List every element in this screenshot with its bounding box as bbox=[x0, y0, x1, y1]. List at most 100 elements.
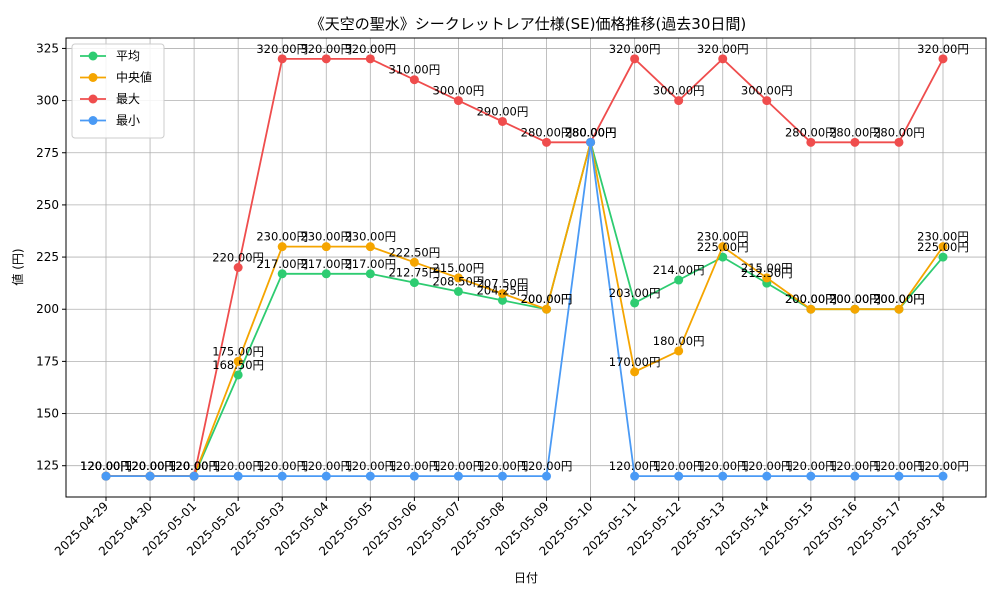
data-label: 120.00円 bbox=[653, 459, 705, 473]
data-label: 120.00円 bbox=[124, 459, 176, 473]
data-label: 220.00円 bbox=[212, 251, 264, 265]
data-label: 120.00円 bbox=[80, 459, 132, 473]
data-point bbox=[586, 137, 596, 147]
y-tick-label: 175 bbox=[36, 354, 59, 368]
y-tick-label: 150 bbox=[36, 407, 59, 421]
data-label: 120.00円 bbox=[873, 459, 925, 473]
data-point bbox=[145, 471, 155, 481]
data-point bbox=[674, 346, 684, 356]
data-point bbox=[497, 471, 507, 481]
series-line-2 bbox=[106, 57, 944, 478]
data-point bbox=[277, 269, 287, 279]
data-point bbox=[497, 295, 507, 305]
legend-entry: 中央値 bbox=[116, 70, 152, 85]
data-label: 320.00円 bbox=[256, 42, 308, 56]
series-group bbox=[101, 54, 948, 481]
data-label: 120.00円 bbox=[477, 459, 529, 473]
data-point bbox=[806, 137, 816, 147]
data-label: 120.00円 bbox=[388, 459, 440, 473]
data-point bbox=[630, 367, 640, 377]
data-point bbox=[497, 289, 507, 299]
data-label: 280.00円 bbox=[785, 125, 837, 139]
data-label: 175.00円 bbox=[212, 344, 264, 358]
data-label: 120.00円 bbox=[829, 459, 881, 473]
data-label: 200.00円 bbox=[829, 292, 881, 306]
data-point bbox=[718, 471, 728, 481]
data-label: 230.00円 bbox=[344, 230, 396, 244]
data-point bbox=[101, 471, 111, 481]
data-point bbox=[938, 54, 948, 64]
data-label: 120.00円 bbox=[300, 459, 352, 473]
data-label: 280.00円 bbox=[565, 125, 617, 139]
data-label: 120.00円 bbox=[521, 459, 573, 473]
data-label: 204.25円 bbox=[477, 283, 529, 297]
legend-marker bbox=[88, 51, 98, 61]
data-label: 200.00円 bbox=[829, 292, 881, 306]
data-label: 120.00円 bbox=[124, 459, 176, 473]
data-label: 215.00円 bbox=[433, 261, 485, 275]
data-label: 320.00円 bbox=[300, 42, 352, 56]
data-point bbox=[806, 304, 816, 314]
data-label: 208.50円 bbox=[433, 274, 485, 288]
data-label: 310.00円 bbox=[388, 63, 440, 77]
data-point bbox=[233, 263, 243, 272]
data-label: 120.00円 bbox=[256, 459, 308, 473]
data-point bbox=[938, 252, 948, 262]
data-label: 214.00円 bbox=[653, 263, 705, 277]
data-point bbox=[894, 304, 904, 314]
y-tick-label: 300 bbox=[36, 94, 59, 108]
data-point bbox=[453, 286, 463, 296]
data-point bbox=[189, 471, 199, 481]
data-label: 290.00円 bbox=[477, 104, 529, 118]
data-point bbox=[542, 471, 552, 481]
data-point bbox=[674, 275, 684, 285]
data-label: 230.00円 bbox=[697, 230, 749, 244]
data-label: 280.00円 bbox=[565, 125, 617, 139]
data-point bbox=[365, 54, 375, 64]
data-point bbox=[233, 356, 243, 366]
data-point bbox=[365, 269, 375, 279]
data-label: 212.50円 bbox=[741, 266, 793, 280]
legend-marker bbox=[88, 73, 98, 82]
data-point bbox=[453, 273, 463, 283]
data-point bbox=[365, 242, 375, 252]
data-point bbox=[277, 471, 287, 481]
legend-entry: 最大 bbox=[116, 92, 140, 106]
data-label: 120.00円 bbox=[80, 459, 132, 473]
data-point bbox=[630, 298, 640, 308]
data-point bbox=[850, 304, 860, 314]
data-label: 120.00円 bbox=[80, 459, 132, 473]
data-label: 120.00円 bbox=[168, 459, 220, 473]
data-point bbox=[321, 54, 331, 64]
grid-lines bbox=[66, 38, 986, 497]
chart-title: 《天空の聖水》シークレットレア仕様(SE)価格推移(過去30日間) bbox=[310, 15, 747, 33]
data-point bbox=[850, 471, 860, 481]
data-label: 120.00円 bbox=[344, 459, 396, 473]
legend-marker bbox=[88, 94, 98, 104]
data-label: 120.00円 bbox=[609, 459, 661, 473]
data-label: 300.00円 bbox=[653, 84, 705, 98]
data-point bbox=[762, 471, 772, 481]
data-point bbox=[321, 471, 331, 481]
data-point bbox=[409, 278, 419, 288]
y-tick-label: 325 bbox=[36, 41, 59, 55]
data-point bbox=[542, 137, 552, 147]
data-label: 120.00円 bbox=[741, 459, 793, 473]
data-label: 203.00円 bbox=[609, 286, 661, 300]
data-label: 217.00円 bbox=[300, 257, 352, 271]
data-point bbox=[630, 471, 640, 481]
data-point bbox=[894, 137, 904, 147]
data-label: 120.00円 bbox=[917, 459, 969, 473]
legend-box bbox=[71, 43, 165, 139]
data-label: 300.00円 bbox=[741, 84, 793, 98]
data-point bbox=[453, 96, 463, 106]
series-line-3 bbox=[106, 142, 943, 478]
data-label: 230.00円 bbox=[300, 230, 352, 244]
data-point bbox=[542, 304, 552, 314]
data-label: 230.00円 bbox=[256, 230, 308, 244]
data-point bbox=[762, 96, 772, 106]
data-label: 320.00円 bbox=[697, 42, 749, 56]
data-label: 200.00円 bbox=[873, 292, 925, 306]
